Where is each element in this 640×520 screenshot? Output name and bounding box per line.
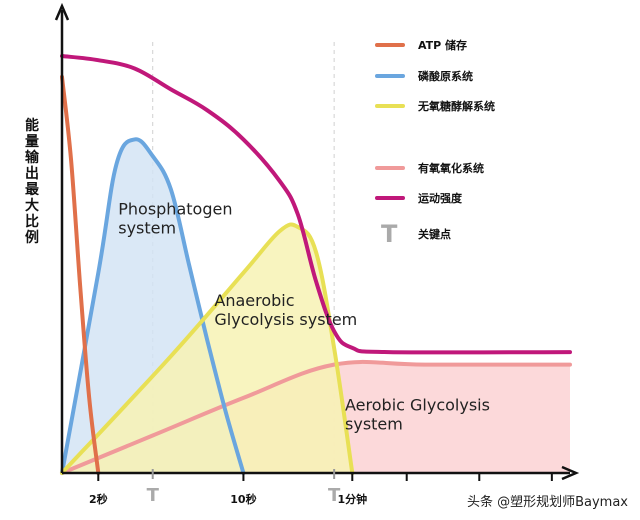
watermark: 头条 @塑形规划师Baymax: [466, 495, 628, 510]
legend-key-point-label: 关键点: [418, 227, 451, 241]
legend-label-1: 磷酸原系统: [418, 69, 473, 83]
annotation-1: Anaerobic Glycolysis system: [214, 291, 357, 329]
y-axis-arrow: [54, 2, 70, 21]
legend-label-3: 有氧氧化系统: [418, 161, 484, 175]
annotation-0-line-1: system: [118, 218, 176, 237]
annotation-1-line-0: Anaerobic: [214, 291, 294, 310]
annotation-2-line-1: system: [345, 414, 403, 433]
annotation-0-line-0: Phosphatogen: [118, 199, 232, 218]
series-line-4: [60, 54, 572, 355]
annotation-2: Aerobic Glycolysis system: [345, 395, 490, 433]
legend-label-4: 运动强度: [418, 191, 463, 205]
x-tick-label-1: T: [147, 485, 160, 506]
x-tick-label-4: 1分钟: [337, 492, 367, 506]
series-line-2: [60, 222, 355, 475]
annotation-0: Phosphatogen system: [118, 199, 232, 237]
x-tick-label-2: 10秒: [230, 492, 256, 506]
x-tick-label-0: 2秒: [89, 492, 108, 506]
legend-label-0: ATP 储存: [418, 38, 467, 52]
y-axis-label: 能量输出最大比例: [25, 118, 39, 246]
x-axis-arrow: [561, 465, 580, 481]
legend-label-2: 无氧糖酵解系统: [417, 99, 495, 113]
series-fill-2: [62, 224, 353, 473]
x-tick-label-3: T: [328, 485, 341, 506]
series-line-0: [60, 74, 101, 475]
annotation-2-line-0: Aerobic Glycolysis: [345, 395, 490, 414]
series-line-3: [60, 359, 572, 475]
annotation-1-line-1: Glycolysis system: [214, 310, 357, 329]
legend-key-point-symbol: T: [381, 220, 398, 248]
series-line-1: [60, 137, 246, 475]
